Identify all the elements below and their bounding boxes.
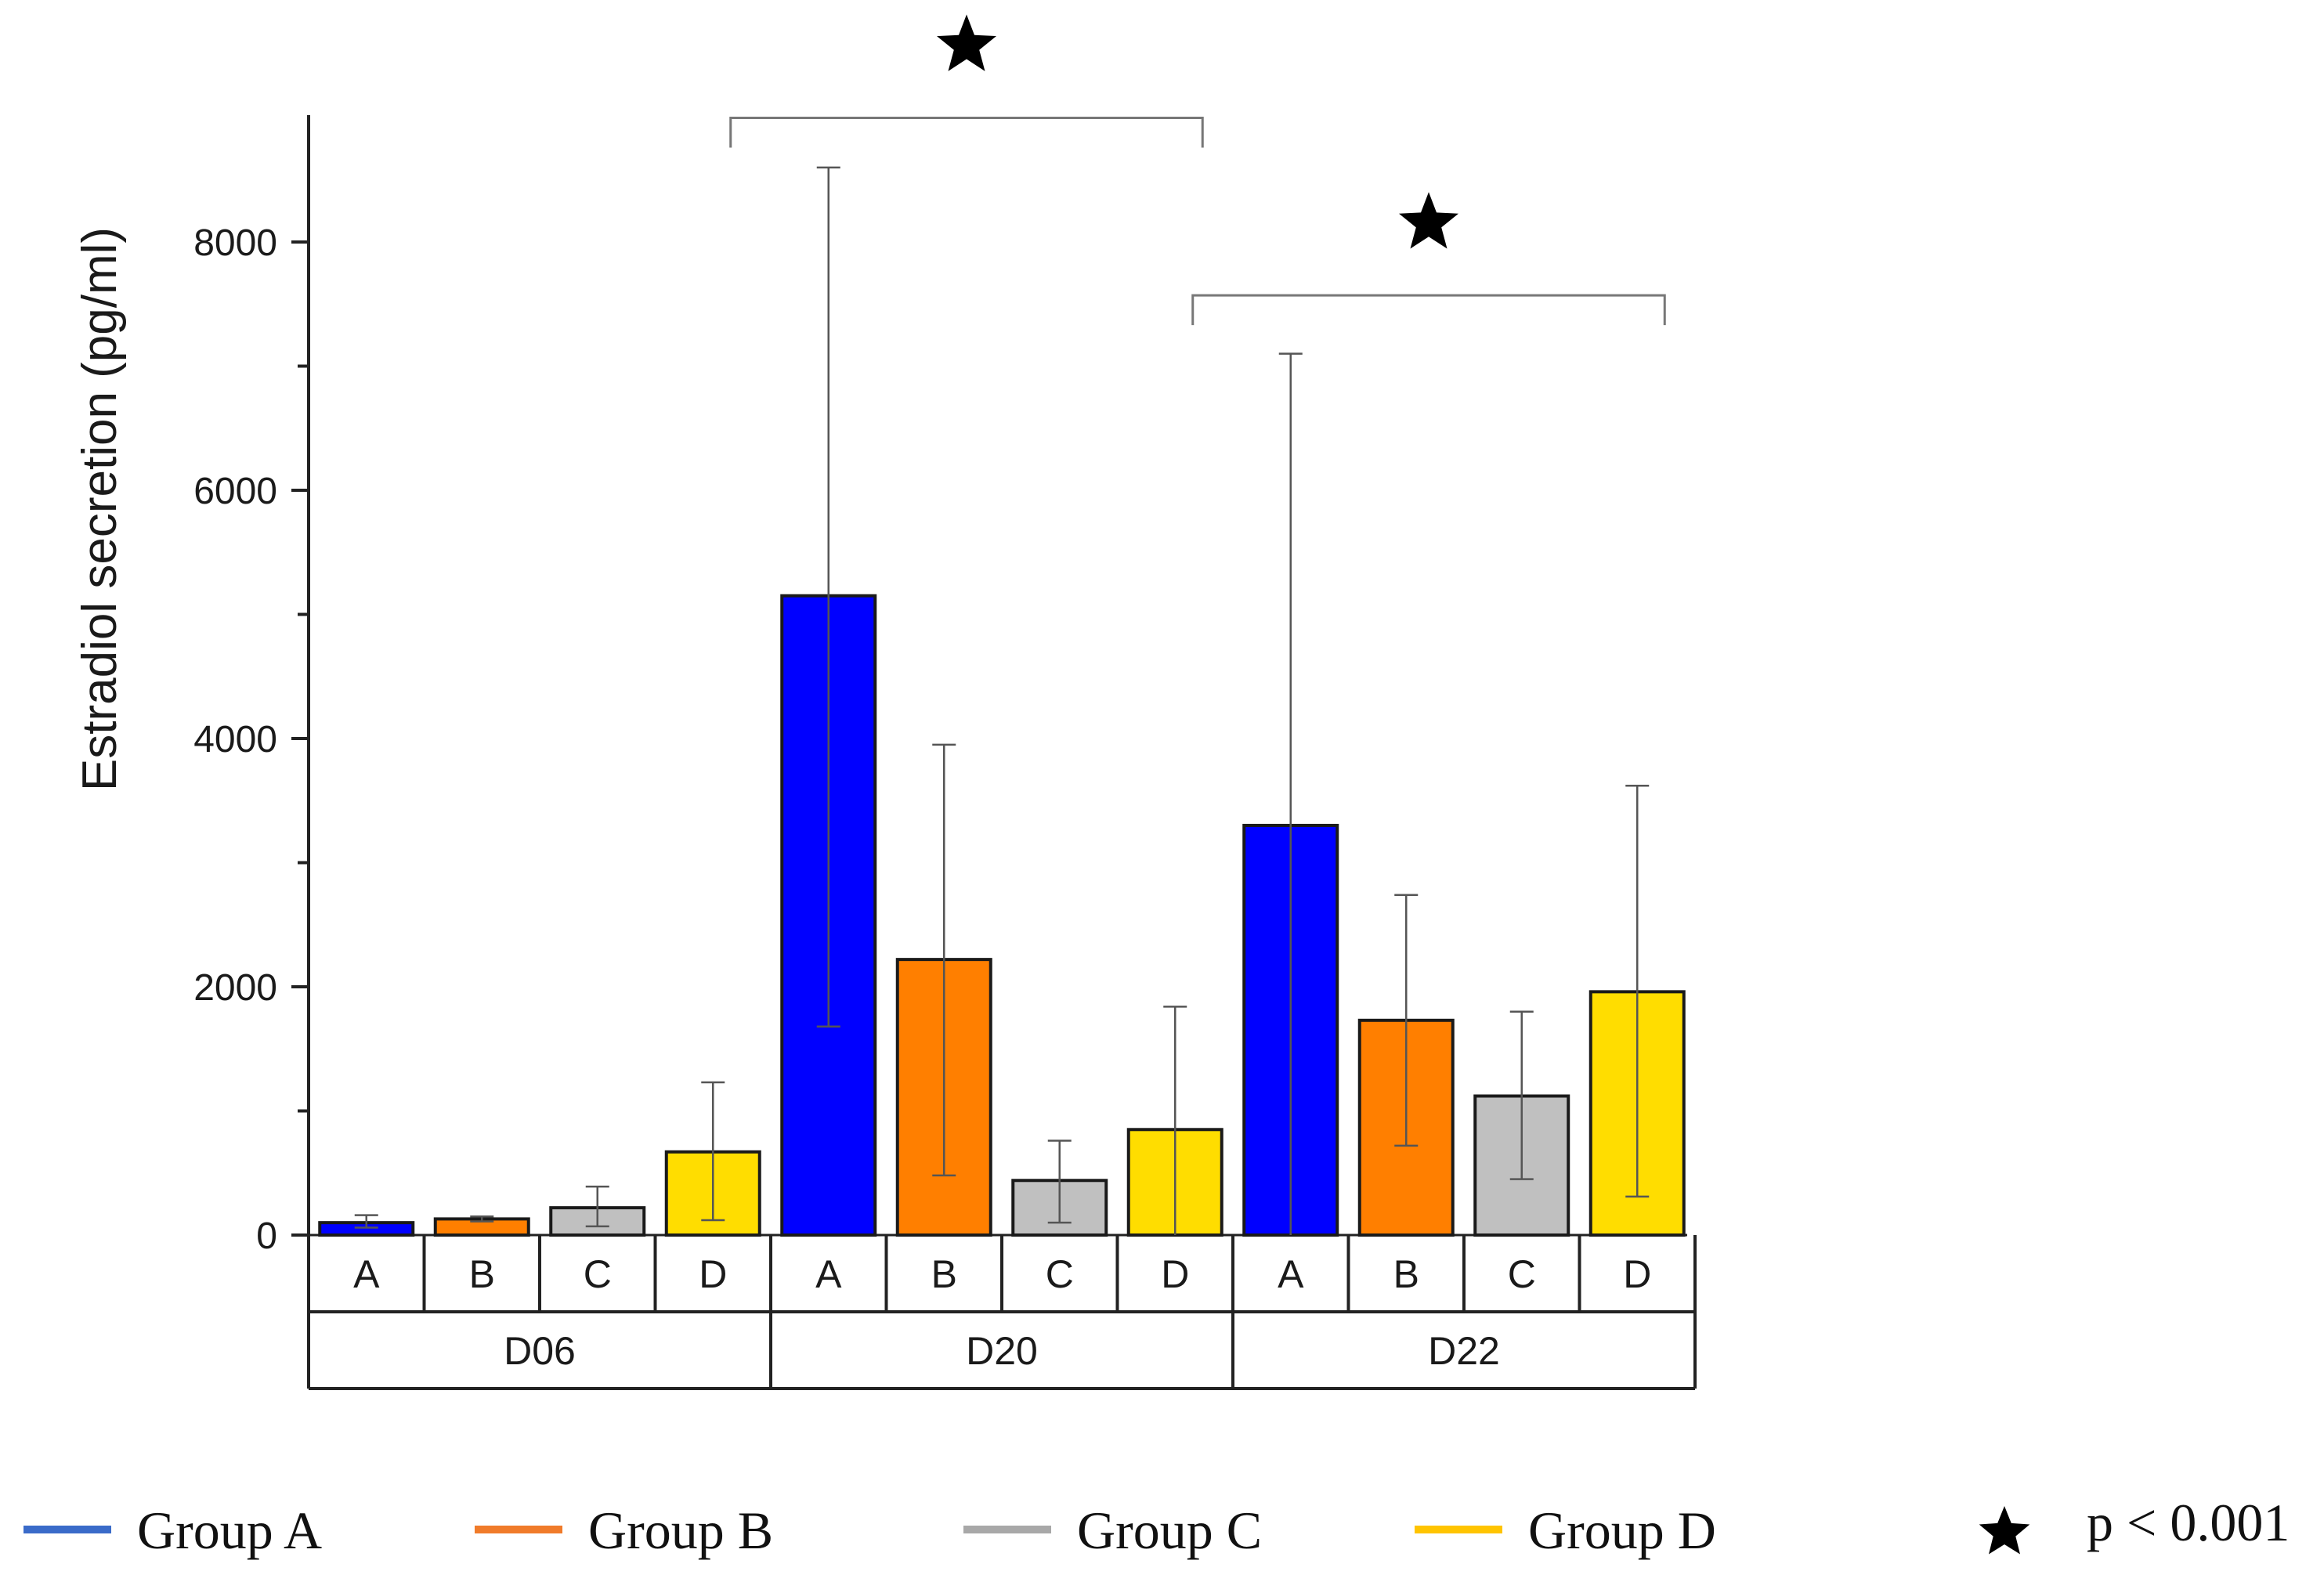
- group-label: A: [1278, 1252, 1304, 1296]
- significance-bracket: [1191, 294, 1666, 326]
- star-icon: [1979, 1506, 2030, 1555]
- y-tick-label: 8000: [193, 222, 277, 264]
- y-tick-label: 2000: [193, 967, 277, 1009]
- significance-star: [937, 14, 996, 71]
- day-label: D22: [1428, 1329, 1500, 1373]
- day-label: D06: [504, 1329, 576, 1373]
- significance-legend-label: p < 0.001: [2087, 1493, 2290, 1552]
- group-label: C: [1046, 1252, 1074, 1296]
- error-bars: [354, 166, 1650, 1235]
- significance-bracket: [729, 117, 1204, 148]
- y-tick-label: 0: [256, 1215, 277, 1257]
- day-label: D20: [966, 1329, 1038, 1373]
- group-label: D: [699, 1252, 727, 1296]
- y-tick-label: 6000: [193, 471, 277, 512]
- group-label: B: [469, 1252, 495, 1296]
- y-axis-title: Estradiol secretion (pg/ml): [73, 227, 127, 791]
- significance-markers: [729, 14, 1666, 326]
- legend-label: Group D: [1528, 1501, 1716, 1560]
- group-label: A: [815, 1252, 842, 1296]
- bars: [318, 594, 1686, 1237]
- legend-label: Group B: [588, 1501, 773, 1560]
- group-label: B: [1393, 1252, 1419, 1296]
- group-label: C: [584, 1252, 612, 1296]
- group-label: C: [1508, 1252, 1536, 1296]
- legend: Group A Group B Group C Group D p < 0.001: [23, 1493, 2290, 1560]
- significance-star: [1399, 192, 1458, 249]
- legend-label: Group C: [1077, 1501, 1262, 1560]
- group-label: B: [931, 1252, 957, 1296]
- group-label: A: [353, 1252, 380, 1296]
- category-table: A B C D D06 A B C D D20 A B C D D22: [307, 1235, 1697, 1390]
- group-label: D: [1161, 1252, 1189, 1296]
- y-tick-label: 4000: [193, 719, 277, 760]
- group-label: D: [1623, 1252, 1651, 1296]
- legend-label: Group A: [137, 1501, 322, 1560]
